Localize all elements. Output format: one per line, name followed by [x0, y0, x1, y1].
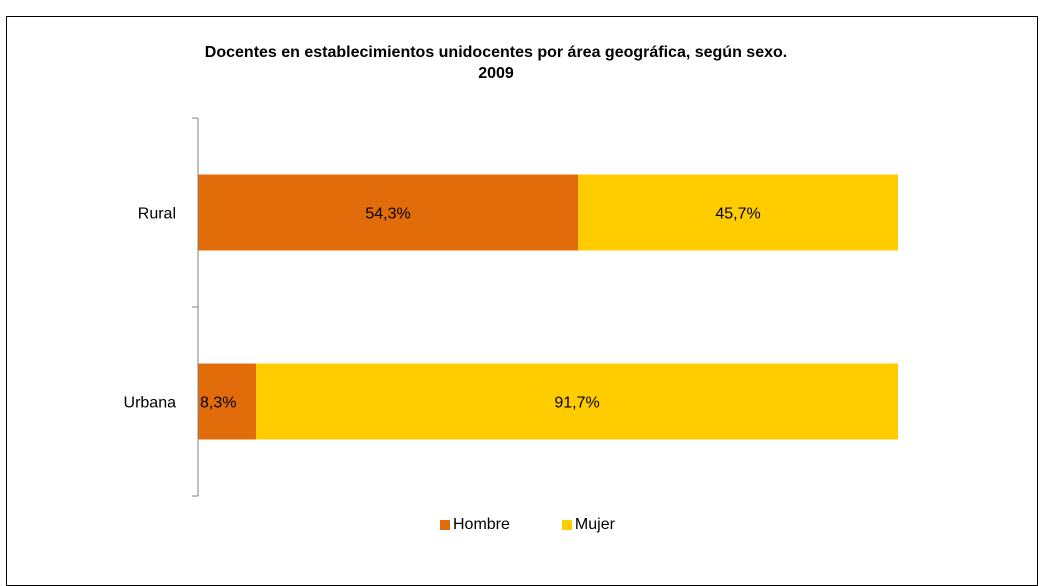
bar-mujer-rural	[578, 174, 898, 251]
data-label-hombre-rural: 54,3%	[365, 206, 410, 223]
data-label-mujer-rural: 45,7%	[715, 206, 760, 223]
legend-label-hombre: Hombre	[453, 516, 510, 533]
chart-frame	[6, 16, 1038, 586]
legend-swatch-mujer	[561, 520, 572, 530]
category-label-urbana: Urbana	[124, 395, 177, 412]
bar-mujer-urbana	[256, 363, 899, 440]
data-label-hombre-urbana: 8,3%	[200, 395, 236, 412]
bar-hombre-urbana	[198, 363, 257, 440]
legend-label-mujer: Mujer	[574, 516, 615, 533]
category-label-rural: Rural	[138, 206, 176, 223]
data-label-mujer-urbana: 91,7%	[554, 395, 599, 412]
bar-hombre-rural	[198, 174, 579, 251]
legend-entry-hombre: Hombre	[440, 516, 510, 534]
legend: Hombre Mujer	[440, 516, 667, 534]
legend-entry-mujer: Mujer	[561, 516, 615, 534]
chart-title: Docentes en establecimientos unidocentes…	[204, 44, 788, 82]
legend-swatch-hombre	[440, 520, 450, 530]
